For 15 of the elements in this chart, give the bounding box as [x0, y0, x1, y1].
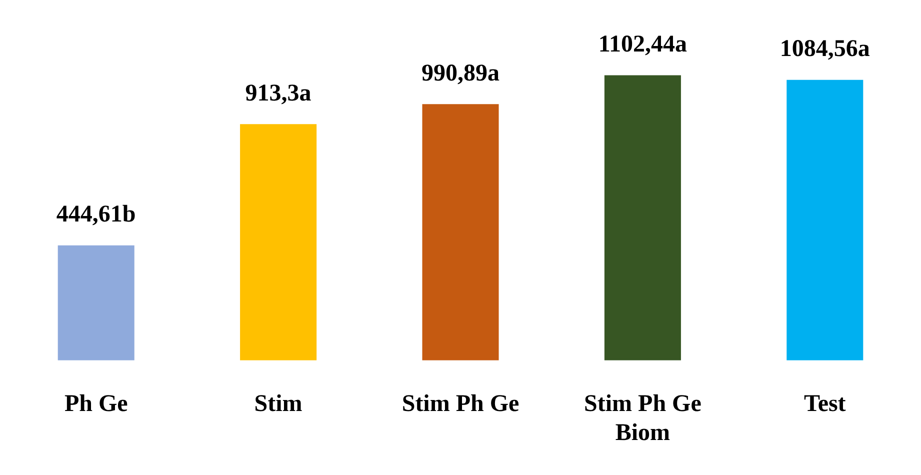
x-tick-label: Stim Ph Ge [402, 391, 520, 418]
data-label: 444,61b [56, 202, 136, 228]
x-tick-label: Stim Ph Ge Biom [584, 391, 702, 446]
data-label: 1084,56a [780, 36, 870, 62]
bar [422, 104, 499, 360]
x-tick-label: Stim [254, 391, 302, 418]
bar [604, 75, 681, 360]
data-label: 913,3a [245, 80, 312, 106]
data-label: 1102,44a [598, 31, 688, 58]
x-tick-label: Ph Ge [64, 391, 128, 418]
bar [58, 245, 134, 360]
bar [240, 124, 317, 360]
data-label: 990,89a [422, 60, 500, 86]
bar [786, 80, 864, 360]
x-tick-label: Test [804, 391, 846, 418]
